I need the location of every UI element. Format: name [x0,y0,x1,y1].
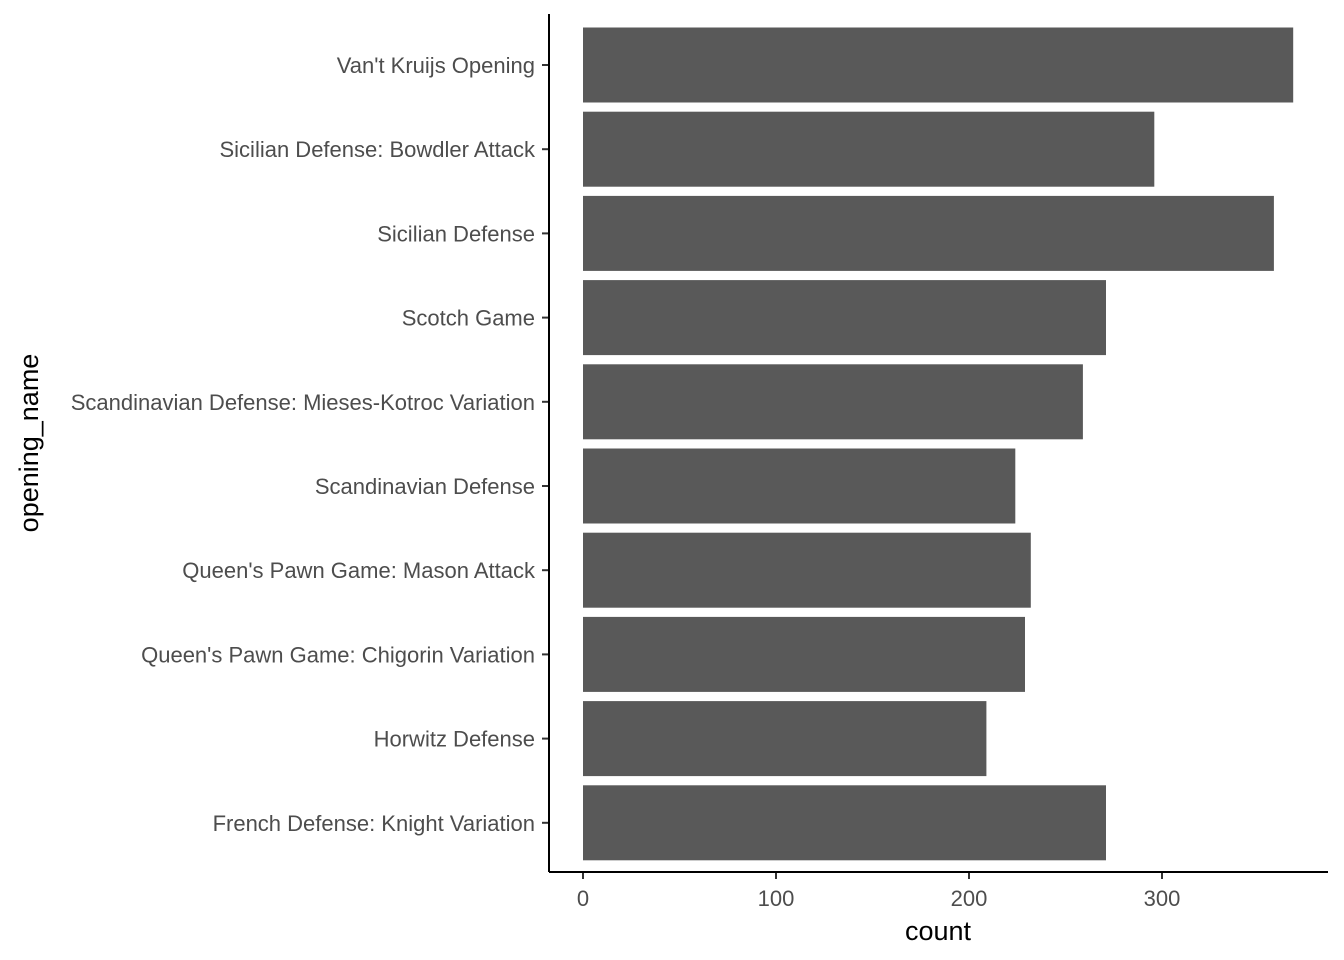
bar-scotch-game [583,280,1106,356]
category-label-sicilian-defense: Sicilian Defense [377,221,535,246]
category-labels-group: Van't Kruijs Opening Sicilian Defense: Bo… [71,53,549,836]
category-label-scotch-game: Scotch Game [402,306,535,331]
bar-queen-s-pawn-game-chigorin-variation [583,616,1025,692]
x-tick-label-100: 100 [758,886,795,911]
x-ticks-group: 0 100 200 300 [577,872,1180,911]
x-axis-title: count [905,916,972,946]
category-label-queen-s-pawn-game-chigorin-variation: Queen's Pawn Game: Chigorin Variation [141,642,535,667]
bar-queen-s-pawn-game-mason-attack [583,532,1031,608]
category-label-sicilian-defense-bowdler-attack: Sicilian Defense: Bowdler Attack [220,137,536,162]
y-axis-title: opening_name [14,354,44,533]
bar-scandinavian-defense-mieses-kotroc-variation [583,364,1083,440]
category-label-french-defense-knight-variation: French Defense: Knight Variation [213,811,535,836]
category-label-scandinavian-defense-mieses-kotroc-variation: Scandinavian Defense: Mieses-Kotroc Vari… [71,390,535,415]
bar-van-t-kruijs-opening [583,27,1294,103]
category-label-queen-s-pawn-game-mason-attack: Queen's Pawn Game: Mason Attack [182,558,536,583]
category-label-scandinavian-defense: Scandinavian Defense [315,474,535,499]
bar-scandinavian-defense [583,448,1016,524]
bar-sicilian-defense [583,195,1274,271]
bar-horwitz-defense [583,701,987,777]
bar-sicilian-defense-bowdler-attack [583,111,1155,187]
bar-french-defense-knight-variation [583,785,1106,861]
x-tick-label-0: 0 [577,886,589,911]
x-tick-label-300: 300 [1144,886,1181,911]
x-tick-label-200: 200 [951,886,988,911]
bars-group [583,27,1294,861]
category-label-van-t-kruijs-opening: Van't Kruijs Opening [337,53,535,78]
category-label-horwitz-defense: Horwitz Defense [374,727,535,752]
